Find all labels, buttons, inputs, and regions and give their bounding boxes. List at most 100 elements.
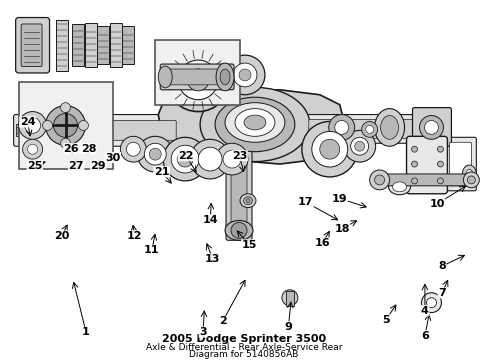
Circle shape [27,144,38,154]
Polygon shape [158,90,344,164]
FancyBboxPatch shape [444,137,475,191]
Circle shape [354,141,364,151]
Text: 14: 14 [202,215,218,225]
Ellipse shape [240,194,255,208]
Ellipse shape [215,97,294,152]
Text: 13: 13 [204,254,220,264]
Text: 19: 19 [331,194,346,203]
Circle shape [411,146,417,152]
Circle shape [24,117,41,133]
Text: 7: 7 [437,288,445,298]
FancyBboxPatch shape [160,64,234,90]
Circle shape [328,114,354,140]
Text: 26: 26 [63,144,79,154]
Text: Axle & Differential - Rear Axle-Service Rear: Axle & Differential - Rear Axle-Service … [145,343,342,352]
Circle shape [216,143,247,175]
Circle shape [233,63,256,87]
Circle shape [301,121,357,177]
FancyBboxPatch shape [412,108,450,146]
Circle shape [281,290,297,306]
Circle shape [45,105,85,145]
Bar [19,82,113,169]
Circle shape [190,139,229,179]
FancyBboxPatch shape [21,24,42,67]
Circle shape [369,170,389,190]
FancyBboxPatch shape [225,147,251,240]
Text: 1: 1 [82,327,90,337]
Bar [155,40,240,105]
Circle shape [120,136,146,162]
Text: 10: 10 [428,199,444,209]
Ellipse shape [220,69,229,85]
Text: 3: 3 [199,327,206,337]
Text: 27: 27 [68,161,84,171]
Circle shape [187,69,209,91]
Circle shape [230,222,246,238]
Text: 29: 29 [90,161,106,171]
Circle shape [343,130,375,162]
Ellipse shape [462,165,475,183]
Circle shape [178,60,218,100]
Bar [16,127,43,133]
Bar [97,26,109,64]
Circle shape [424,121,438,134]
Circle shape [361,121,377,137]
Text: 11: 11 [144,245,159,255]
Circle shape [61,138,70,148]
Text: 25: 25 [27,161,42,171]
Ellipse shape [465,170,472,179]
Circle shape [78,121,88,130]
Text: 16: 16 [314,238,330,248]
Circle shape [467,176,474,184]
Ellipse shape [224,103,285,142]
Bar [110,23,122,67]
Ellipse shape [244,115,265,130]
Text: 4: 4 [420,306,428,316]
Circle shape [411,178,417,184]
Text: 21: 21 [154,167,169,177]
Text: 24: 24 [20,117,35,127]
FancyBboxPatch shape [448,142,470,186]
FancyBboxPatch shape [377,174,475,186]
Text: 28: 28 [81,144,96,154]
Circle shape [365,125,373,133]
Text: 6: 6 [420,331,428,341]
Ellipse shape [380,116,398,139]
Circle shape [19,112,46,139]
Circle shape [374,175,384,185]
Circle shape [177,151,193,167]
Circle shape [224,55,264,95]
FancyBboxPatch shape [308,120,420,138]
Text: 23: 23 [231,151,247,161]
Text: 2005 Dodge Sprinter 3500: 2005 Dodge Sprinter 3500 [162,334,325,344]
Ellipse shape [200,87,309,162]
FancyBboxPatch shape [16,18,49,73]
Circle shape [334,121,348,134]
Bar [56,19,67,71]
Circle shape [144,143,166,165]
Circle shape [239,69,250,81]
FancyBboxPatch shape [406,136,447,194]
Ellipse shape [374,109,404,146]
Bar [72,24,84,66]
Circle shape [22,139,42,159]
Circle shape [311,131,347,167]
Text: 15: 15 [241,240,257,250]
Text: 8: 8 [437,261,445,271]
Circle shape [419,116,443,139]
Text: 12: 12 [127,231,142,241]
Circle shape [426,298,436,307]
Circle shape [350,137,368,155]
Circle shape [421,293,441,312]
Text: 5: 5 [381,315,389,325]
Text: 22: 22 [178,151,193,161]
Text: 2: 2 [218,316,226,327]
Ellipse shape [235,109,274,136]
Circle shape [437,161,443,167]
Circle shape [137,136,173,172]
Circle shape [411,161,417,167]
FancyBboxPatch shape [230,153,246,234]
Bar [85,23,97,67]
FancyBboxPatch shape [165,69,226,85]
Ellipse shape [392,182,406,192]
